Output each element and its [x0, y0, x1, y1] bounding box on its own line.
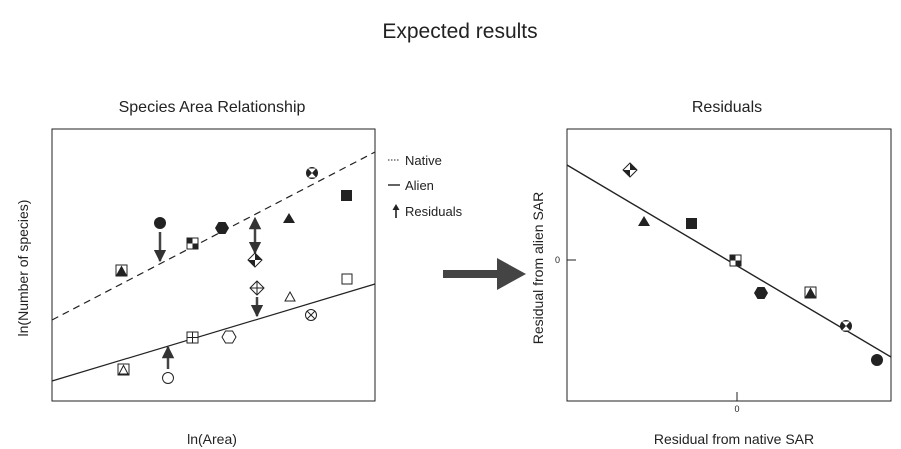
alien-square-point [341, 273, 353, 285]
residual-half-triangle-point [804, 286, 817, 299]
right-plot-frame [566, 128, 892, 402]
native-half-triangle-point [115, 264, 128, 277]
alien-hexagon-point [221, 330, 237, 344]
native-circle-point [154, 217, 166, 229]
y-zero-tick-label: 0 [555, 255, 560, 265]
alien-circle-point [162, 372, 174, 384]
native-hexagon-point [215, 222, 229, 234]
x-zero-tick-label: 0 [734, 404, 739, 414]
alien-cross-square-point [186, 331, 199, 344]
species-area-panel: Species Area Relationship ln(Area) ln(Nu… [15, 99, 376, 447]
figure-title: Expected results [382, 20, 537, 43]
legend-alien-label: Alien [405, 178, 434, 193]
right-arrow-icon [443, 258, 526, 290]
residuals-panel: Residuals 0 0 Residual from native SAR R… [530, 99, 892, 447]
residual-checker-square-point [729, 254, 742, 267]
residual-triangle-point [638, 216, 650, 226]
residual-half-diamond-point [622, 162, 638, 178]
residual-circle-point [871, 354, 883, 366]
native-regression-line [51, 151, 376, 321]
native-half-diamond-point [247, 252, 263, 268]
alien-triangle-point [284, 290, 296, 302]
native-square-point [341, 190, 352, 201]
native-triangle-point [283, 213, 295, 223]
left-y-axis-label: ln(Number of species) [15, 200, 31, 337]
residual-hourglass-circle-point [840, 320, 852, 332]
legend: Native Alien Residuals [388, 153, 463, 219]
right-x-axis-label: Residual from native SAR [654, 431, 814, 447]
native-hourglass-circle-point [306, 167, 318, 179]
right-panel-title: Residuals [692, 99, 762, 116]
native-checker-square-point [186, 237, 199, 250]
alien-triangle-square-point [117, 363, 130, 376]
legend-native-label: Native [405, 153, 442, 168]
left-plot-frame [51, 128, 376, 402]
right-y-axis-label: Residual from alien SAR [530, 192, 546, 345]
residual-regression-line [566, 164, 892, 358]
alien-regression-line [51, 283, 376, 382]
left-x-axis-label: ln(Area) [187, 431, 237, 447]
legend-residuals-label: Residuals [405, 204, 463, 219]
left-panel-title: Species Area Relationship [119, 99, 306, 116]
alien-x-circle-point [305, 309, 317, 321]
alien-cross-diamond-point [249, 280, 265, 296]
up-arrow-icon [392, 204, 400, 218]
residual-square-point [686, 218, 697, 229]
residual-hexagon-point [754, 287, 768, 299]
